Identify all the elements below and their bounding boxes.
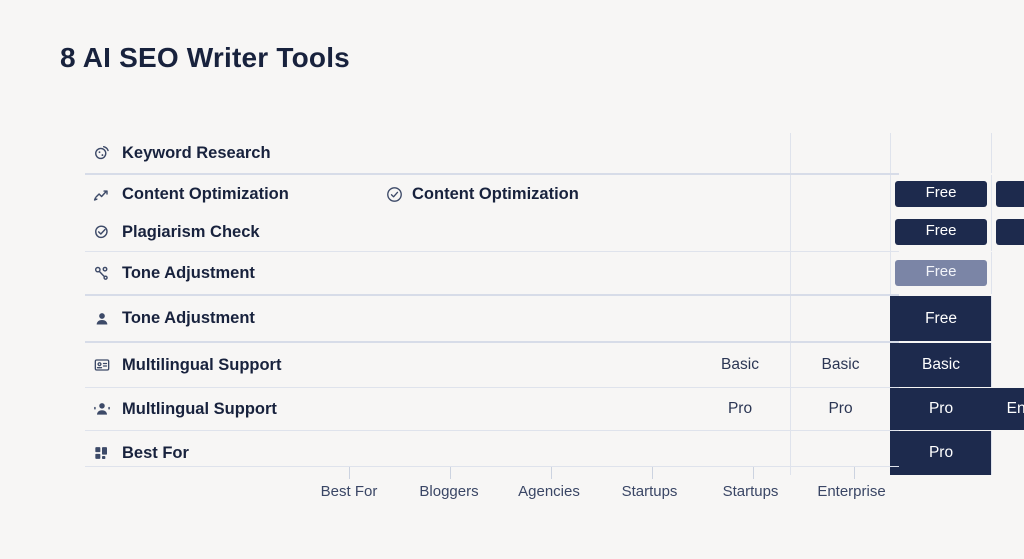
- table-row[interactable]: Plagiarism Check Free Pro Fro: [85, 213, 1024, 251]
- axis-label-enterprise: Enterprise: [817, 483, 886, 500]
- table-row[interactable]: Multilingual Support Basic Basic Basic P…: [85, 341, 992, 387]
- user-icon: [91, 308, 113, 330]
- feature-label-cell: Best For: [85, 431, 384, 475]
- feature-label: Keyword Research: [122, 143, 271, 162]
- plan-badge: Free: [895, 260, 987, 286]
- feature-label-cell: Tone Adjustment: [85, 252, 384, 294]
- content-optimization-icon: [91, 183, 113, 205]
- plan-cell-startups[interactable]: [890, 133, 991, 173]
- value-col-1: [690, 133, 790, 173]
- feature-label-cell: Multlingual Support: [85, 388, 384, 430]
- plan-badge: Pro: [996, 219, 1024, 245]
- support-agent-icon: [91, 398, 113, 420]
- value-col-1: [690, 296, 790, 341]
- value-col-2: Basic: [790, 343, 890, 387]
- plan-badge: Free: [895, 181, 987, 207]
- value-col-2: [790, 296, 890, 341]
- inline-feature-cell: [384, 133, 690, 173]
- dashboard-grid-icon: [91, 442, 113, 464]
- axis-spacer: [85, 483, 299, 500]
- feature-label-cell: Content Optimization: [85, 175, 384, 213]
- feature-label: Plagiarism Check: [122, 222, 260, 241]
- axis-label-bloggers: Bloggers: [419, 483, 479, 500]
- inline-feature-cell: [384, 296, 690, 341]
- table-row[interactable]: Content Optimization Content Optimizatio…: [85, 173, 1024, 213]
- value-col-2: Pro: [790, 388, 890, 430]
- inline-feature-cell: [384, 252, 690, 294]
- table-row[interactable]: Keyword Research: [85, 133, 992, 173]
- table-row[interactable]: Tone Adjustment Free Basic Basic: [85, 294, 1024, 341]
- axis-tick: [854, 467, 855, 479]
- axis-tick: [551, 467, 552, 479]
- feature-label: Content Optimization: [122, 184, 289, 203]
- feature-label-cell: Tone Adjustment: [85, 296, 384, 341]
- value-col-1: [690, 175, 790, 213]
- plan-cell-startups-2[interactable]: [991, 252, 1024, 294]
- plan-badge: Basic: [996, 181, 1024, 207]
- inline-feature-cell: [384, 388, 690, 430]
- keyword-research-icon: [91, 142, 113, 164]
- comparison-matrix: Keyword Research Content Optimization: [85, 133, 1024, 475]
- axis-tick: [652, 467, 653, 479]
- plan-badge: Free: [895, 219, 987, 245]
- plan-cell-startups-2[interactable]: Enterprise: [991, 388, 1024, 430]
- axis-tick: [450, 467, 451, 479]
- plan-cell-startups[interactable]: Pro: [890, 388, 991, 430]
- value-col-1: [690, 252, 790, 294]
- axis-label-best-for: Best For: [320, 483, 378, 500]
- tone-adjustment-icon: [91, 262, 113, 284]
- table-row[interactable]: Multlingual Support Pro Pro Pro Enterpri…: [85, 387, 1024, 430]
- value-col-2: [790, 431, 890, 475]
- plan-cell-startups-2[interactable]: Pro: [991, 213, 1024, 251]
- inline-feature-cell: Content Optimization: [384, 175, 690, 213]
- axis-label-startups-2: Startups: [722, 483, 779, 500]
- page-title: 8 AI SEO Writer Tools: [60, 42, 350, 73]
- feature-label: Best For: [122, 443, 189, 462]
- plan-cell-startups-2[interactable]: [991, 431, 1024, 475]
- table-row[interactable]: Best For Pro: [85, 430, 992, 475]
- feature-label: Tone Adjustment: [122, 263, 255, 282]
- value-col-2: [790, 213, 890, 251]
- plan-cell-startups-2[interactable]: Basic: [991, 296, 1024, 341]
- inline-feature-cell: [384, 213, 690, 251]
- feature-label-cell: Multilingual Support: [85, 343, 384, 387]
- axis-ticks: [85, 467, 899, 479]
- plagiarism-check-icon: [91, 221, 113, 243]
- value-col-1: Pro: [727, 400, 753, 417]
- axis-footer: Best For Bloggers Agencies Startups Star…: [85, 466, 899, 500]
- plan-cell-startups[interactable]: Free: [890, 213, 991, 251]
- axis-tick: [753, 467, 754, 479]
- plan-cell-startups-2[interactable]: Basic: [991, 175, 1024, 213]
- table-row[interactable]: Tone Adjustment Free: [85, 251, 992, 294]
- plan-cell-startups-2[interactable]: [991, 133, 1024, 173]
- axis-label-startups: Startups: [621, 483, 678, 500]
- plan-cell-startups-2[interactable]: Pro: [991, 343, 1024, 387]
- axis-labels: Best For Bloggers Agencies Startups Star…: [85, 483, 899, 500]
- value-col-2: [790, 175, 890, 213]
- value-col-1: [690, 213, 790, 251]
- id-card-icon: [91, 354, 113, 376]
- plan-cell-startups[interactable]: Basic: [890, 343, 991, 387]
- plan-cell-startups[interactable]: Free: [890, 252, 991, 294]
- plan-cell-startups[interactable]: Pro: [890, 431, 991, 475]
- value-col-1: Basic: [721, 356, 759, 373]
- check-circle-icon: [384, 184, 404, 204]
- feature-label: Multlingual Support: [122, 399, 277, 418]
- inline-feature-label: Content Optimization: [412, 184, 579, 203]
- plan-cell-startups[interactable]: Free: [890, 296, 991, 341]
- feature-label: Multilingual Support: [122, 355, 282, 374]
- axis-tick: [349, 467, 350, 479]
- value-col-2: [790, 133, 890, 173]
- feature-label-cell: Plagiarism Check: [85, 213, 384, 251]
- value-col-2: [790, 252, 890, 294]
- inline-feature: Content Optimization: [384, 184, 579, 204]
- axis-label-agencies: Agencies: [518, 483, 580, 500]
- plan-cell-startups[interactable]: Free: [890, 175, 991, 213]
- feature-label-cell: Keyword Research: [85, 133, 384, 173]
- feature-label: Tone Adjustment: [122, 309, 255, 327]
- inline-feature-cell: [384, 343, 690, 387]
